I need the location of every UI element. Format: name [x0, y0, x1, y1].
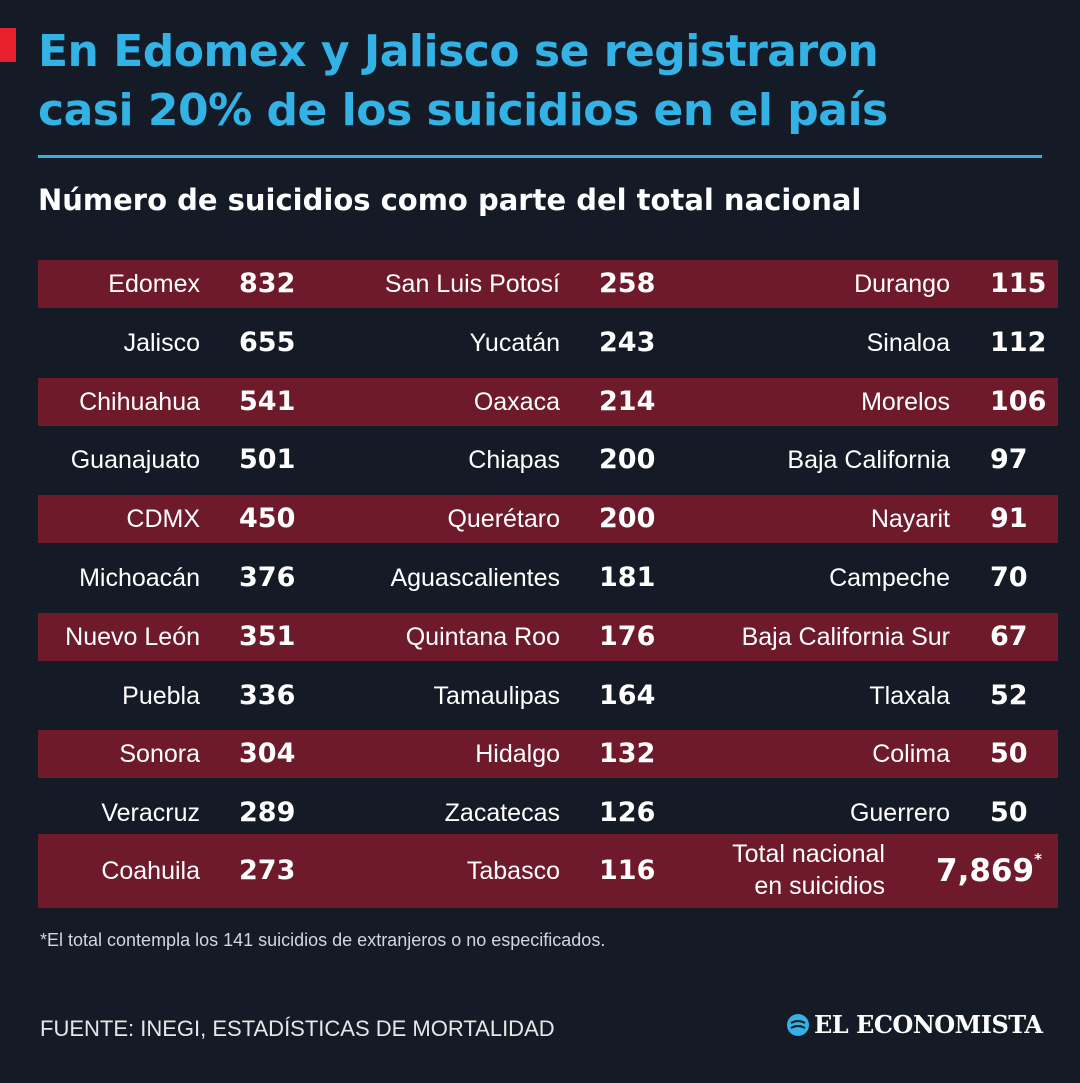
title-line-2: casi 20% de los suicidios en el país	[38, 85, 888, 136]
table-row-total: Coahuila 273 Tabasco 116 Total nacional …	[38, 834, 1058, 908]
state-name: Yucatán	[469, 329, 560, 357]
state-name: Tabasco	[466, 857, 560, 885]
state-value: 106	[990, 386, 1047, 417]
total-label: Total nacional en suicidios	[678, 838, 885, 902]
state-value: 376	[239, 562, 296, 593]
table-row: Michoacán 376 Aguascalientes 181 Campeche 70	[38, 554, 1058, 602]
state-name: Guerrero	[849, 799, 950, 827]
state-name: Sonora	[119, 740, 200, 768]
brand-logo: EL ECONOMISTA	[786, 1010, 1043, 1039]
state-value: 50	[990, 738, 1028, 769]
table-row: Jalisco 655 Yucatán 243 Sinaloa 112	[38, 319, 1058, 367]
state-name: Campeche	[829, 564, 950, 592]
state-name: Nayarit	[870, 505, 950, 533]
state-value: 116	[599, 855, 656, 886]
table-row: Sonora 304 Hidalgo 132 Colima 50	[38, 730, 1058, 778]
state-name: Chihuahua	[79, 388, 200, 416]
state-name: Coahuila	[101, 857, 200, 885]
state-value: 541	[239, 386, 296, 417]
state-value: 115	[990, 268, 1047, 299]
state-value: 501	[239, 444, 296, 475]
source-note: FUENTE: INEGI, ESTADÍSTICAS DE MORTALIDA…	[40, 1016, 555, 1041]
table-row: CDMX 450 Querétaro 200 Nayarit 91	[38, 495, 1058, 543]
footnote: *El total contempla los 141 suicidios de…	[40, 930, 606, 950]
state-value: 243	[599, 327, 656, 358]
state-value: 336	[239, 680, 296, 711]
total-label-line-1: Total nacional	[732, 840, 885, 868]
state-value: 200	[599, 444, 656, 475]
state-value: 655	[239, 327, 296, 358]
state-name: Oaxaca	[473, 388, 560, 416]
state-value: 273	[239, 855, 296, 886]
title-divider	[38, 155, 1042, 158]
table-row: Guanajuato 501 Chiapas 200 Baja California 97	[38, 436, 1058, 484]
state-name: Nuevo León	[65, 623, 200, 651]
state-name: Chiapas	[468, 446, 560, 474]
state-value: 91	[990, 503, 1028, 534]
state-value: 97	[990, 444, 1028, 475]
state-name: San Luis Potosí	[384, 270, 560, 298]
total-value: 7,869*	[936, 834, 1042, 908]
table-row: Edomex 832 San Luis Potosí 258 Durango 115	[38, 260, 1058, 308]
state-name: Hidalgo	[475, 740, 560, 768]
state-name: Tlaxala	[869, 682, 950, 710]
brand-name: EL ECONOMISTA	[814, 1010, 1043, 1039]
page-title: En Edomex y Jalisco se registraron casi …	[38, 22, 1058, 140]
state-name: Morelos	[861, 388, 950, 416]
state-value: 351	[239, 621, 296, 652]
state-value: 112	[990, 327, 1047, 358]
table-row: Puebla 336 Tamaulipas 164 Tlaxala 52	[38, 672, 1058, 720]
state-name: Zacatecas	[444, 799, 560, 827]
state-name: Michoacán	[79, 564, 200, 592]
total-footnote-mark: *	[1034, 850, 1042, 868]
state-value: 126	[599, 797, 656, 828]
state-value: 450	[239, 503, 296, 534]
state-value: 832	[239, 268, 296, 299]
state-value: 67	[990, 621, 1028, 652]
state-value: 181	[599, 562, 656, 593]
state-name: Edomex	[108, 270, 200, 298]
state-name: Tamaulipas	[433, 682, 560, 710]
state-value: 289	[239, 797, 296, 828]
state-value: 50	[990, 797, 1028, 828]
state-name: Baja California Sur	[741, 623, 950, 651]
state-name: Quintana Roo	[405, 623, 560, 651]
state-name: Querétaro	[447, 505, 560, 533]
state-name: Veracruz	[101, 799, 200, 827]
state-name: Guanajuato	[70, 446, 200, 474]
table-row: Chihuahua 541 Oaxaca 214 Morelos 106	[38, 378, 1058, 426]
table-row: Nuevo León 351 Quintana Roo 176 Baja Califor…	[38, 613, 1058, 661]
state-value: 214	[599, 386, 656, 417]
state-value: 132	[599, 738, 656, 769]
state-value: 164	[599, 680, 656, 711]
title-accent-bar	[0, 28, 16, 62]
state-name: Puebla	[122, 682, 200, 710]
total-number: 7,869	[936, 853, 1035, 889]
state-name: Jalisco	[123, 329, 200, 357]
state-value: 258	[599, 268, 656, 299]
state-value: 70	[990, 562, 1028, 593]
state-value: 304	[239, 738, 296, 769]
total-label-line-2: en suicidios	[754, 872, 885, 900]
title-line-1: En Edomex y Jalisco se registraron	[38, 26, 879, 77]
state-value: 176	[599, 621, 656, 652]
state-name: CDMX	[126, 505, 200, 533]
state-name: Durango	[854, 270, 950, 298]
state-name: Baja California	[787, 446, 950, 474]
el-economista-logo-icon	[787, 1013, 809, 1036]
table-row: Veracruz 289 Zacatecas 126 Guerrero 50	[38, 789, 1058, 837]
state-value: 52	[990, 680, 1028, 711]
state-name: Colima	[872, 740, 950, 768]
state-value: 200	[599, 503, 656, 534]
state-name: Sinaloa	[866, 329, 950, 357]
state-name: Aguascalientes	[390, 564, 560, 592]
subtitle: Número de suicidios como parte del total…	[38, 183, 862, 217]
